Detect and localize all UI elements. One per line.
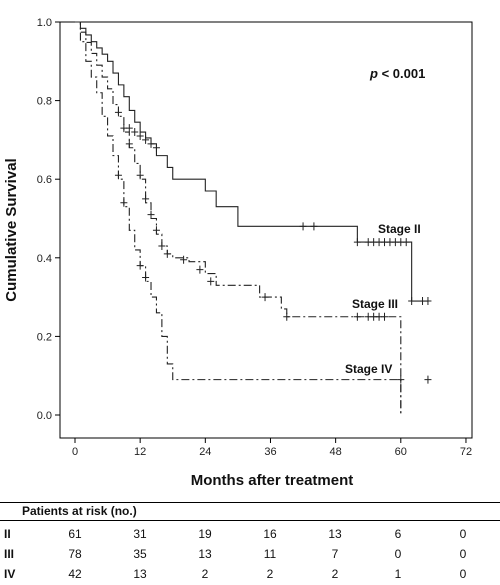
censor-mark [136,131,144,140]
risk-count: 0 [394,547,402,561]
y-tick-label: 0.6 [37,174,52,186]
censor-mark [261,293,269,302]
risk-table-top-rule [0,502,500,503]
p-value-text: < 0.001 [378,66,425,81]
censor-mark [142,194,150,203]
series-label: Stage IV [345,362,392,376]
censor-mark [136,261,144,270]
risk-row-iii: III 78 35 13 11 7 0 0 [0,547,500,565]
censor-mark [136,171,144,180]
x-tick-label: 24 [199,446,211,458]
km-series-3 [75,21,432,415]
censor-mark [180,255,188,264]
censor-mark [283,312,291,321]
survival-curve [75,21,402,415]
x-axis-label: Months after treatment [191,472,354,489]
risk-count: 13 [198,547,212,561]
survival-curve [75,21,428,302]
p-value-annotation: p < 0.001 [369,66,425,81]
x-tick-label: 72 [460,446,472,458]
censor-mark [114,171,122,180]
km-series-2 [75,21,402,415]
risk-count: 0 [459,547,467,561]
censor-mark [152,226,160,235]
x-tick-label: 12 [134,446,146,458]
risk-row-iv: IV 42 13 2 2 2 1 0 [0,567,500,585]
risk-row-ii: II 61 31 19 16 13 6 0 [0,527,500,545]
risk-count: 61 [68,527,82,541]
y-tick-label: 0.4 [37,253,52,265]
risk-count: 6 [394,527,402,541]
risk-count: 0 [459,527,467,541]
p-value-symbol: p [369,66,378,81]
risk-row-label: II [4,527,11,541]
risk-count: 19 [198,527,212,541]
risk-row-label: IV [4,567,16,581]
series-label: Stage II [378,222,421,236]
censor-mark [402,238,410,247]
risk-table-title: Patients at risk (no.) [22,504,137,518]
censor-mark [381,312,389,321]
censor-mark [424,297,432,306]
risk-count: 2 [266,567,274,581]
censor-mark [397,375,405,384]
censor-mark [142,273,150,282]
risk-table: Patients at risk (no.) II 61 31 19 16 13 6 0 I… [0,502,500,585]
labels-layer: Months after treatment Cumulative Surviva… [3,66,425,489]
censor-mark [147,210,155,219]
risk-count: 42 [68,567,82,581]
plot-frame [59,21,473,439]
censor-mark [125,139,133,148]
censor-mark [120,198,128,207]
km-series-1 [75,21,432,306]
x-tick-label: 36 [264,446,276,458]
censor-mark [158,242,166,251]
censor-mark [299,222,307,231]
censor-mark [207,277,215,286]
risk-table-header-rule [0,520,500,521]
risk-count: 31 [133,527,147,541]
curves-layer [75,21,432,415]
x-tick-label: 0 [72,446,78,458]
y-tick-label: 1.0 [37,17,52,29]
risk-count: 35 [133,547,147,561]
y-axis-label: Cumulative Survival [3,158,20,301]
risk-count: 1 [394,567,402,581]
kaplan-meier-plot: 0 12 24 36 48 60 72 0.0 0.2 0.4 0.6 0.8 1.0 Months a… [3,17,473,489]
y-tick-label: 0.0 [37,410,52,422]
censor-mark [310,222,318,231]
y-tick-label: 0.8 [37,96,52,108]
risk-count: 13 [328,527,342,541]
censor-mark [152,143,160,152]
censor-mark [353,312,361,321]
censor-mark [114,108,122,117]
risk-count: 2 [201,567,209,581]
censor-mark [131,128,139,137]
risk-row-label: III [4,547,15,561]
axes-layer: 0 12 24 36 48 60 72 0.0 0.2 0.4 0.6 0.8 1.0 [37,17,473,458]
censor-mark [142,135,150,144]
censor-mark [120,124,128,133]
censor-mark [408,297,416,306]
x-tick-label: 60 [395,446,407,458]
censor-mark [353,238,361,247]
risk-count: 11 [263,547,277,561]
censor-mark [163,249,171,258]
risk-count: 0 [459,567,467,581]
x-tick-label: 48 [330,446,342,458]
risk-count: 2 [331,567,339,581]
series-label: Stage III [352,297,398,311]
risk-count: 78 [68,547,82,561]
risk-count: 7 [331,547,339,561]
risk-count: 16 [263,527,277,541]
censor-mark [424,375,432,384]
censor-mark [196,265,204,274]
risk-count: 13 [133,567,147,581]
y-tick-label: 0.2 [37,331,52,343]
censor-mark [147,139,155,148]
